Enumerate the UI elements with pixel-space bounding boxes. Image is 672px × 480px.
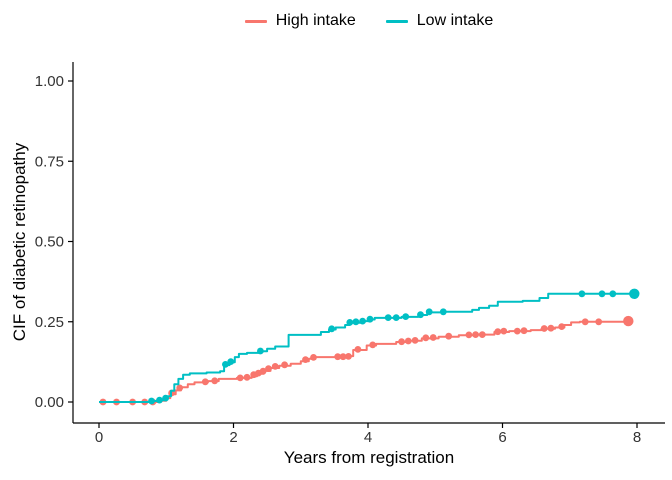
- censor-mark-low-intake: [328, 325, 336, 333]
- legend-key-line-low-intake: [385, 19, 408, 23]
- censor-mark-low-intake: [359, 317, 366, 325]
- censor-mark-low-intake: [366, 315, 374, 323]
- censor-mark-high-intake: [369, 341, 377, 349]
- y-tick-label: 0.50: [35, 234, 64, 251]
- censor-mark-high-intake: [211, 377, 219, 385]
- censor-mark-high-intake: [581, 318, 589, 326]
- censor-mark-high-intake: [310, 354, 317, 361]
- y-tick-label: 1.00: [35, 73, 64, 90]
- legend-label-low-intake: Low intake: [416, 12, 494, 29]
- censor-mark-low-intake: [439, 308, 447, 316]
- legend-key-line-high-intake: [244, 19, 267, 23]
- censor-mark-high-intake: [176, 384, 184, 392]
- censor-mark-high-intake: [500, 327, 508, 335]
- censor-mark-high-intake: [339, 353, 347, 361]
- y-tick-label: 0.00: [35, 394, 64, 411]
- censor-mark-high-intake: [478, 331, 486, 338]
- legend-item-low-intake: Low intake: [385, 12, 494, 29]
- legend-label-high-intake: High intake: [275, 12, 356, 29]
- x-tick-label: 6: [498, 429, 506, 446]
- censor-mark-low-intake: [609, 290, 617, 298]
- censor-mark-high-intake: [465, 331, 473, 339]
- censor-mark-high-intake: [445, 332, 453, 340]
- x-tick-label: 2: [229, 429, 237, 446]
- censor-mark-high-intake: [271, 363, 279, 370]
- censor-mark-high-intake: [404, 337, 412, 345]
- censor-mark-high-intake: [494, 328, 502, 336]
- censor-mark-high-intake: [201, 378, 209, 386]
- censor-mark-high-intake: [302, 356, 309, 363]
- censor-mark-high-intake: [411, 337, 419, 344]
- censor-mark-low-intake: [227, 358, 235, 365]
- censor-mark-high-intake: [558, 323, 566, 330]
- censor-mark-low-intake: [402, 313, 410, 320]
- censor-mark-high-intake: [345, 353, 352, 360]
- censor-mark-high-intake: [259, 367, 267, 375]
- censor-mark-high-intake: [595, 318, 603, 326]
- y-tick-label: 0.75: [35, 153, 64, 170]
- censor-mark-low-intake: [417, 311, 424, 319]
- x-tick-label: 8: [633, 429, 641, 446]
- censor-mark-high-intake: [422, 334, 430, 342]
- legend: High intake Low intake: [73, 10, 665, 32]
- y-tick-label: 0.25: [35, 314, 64, 331]
- censor-mark-low-intake: [148, 397, 155, 405]
- censor-mark-high-intake: [281, 361, 288, 369]
- step-curve-low-intake: [99, 292, 635, 403]
- censor-mark-low-intake: [346, 319, 354, 326]
- censor-mark-high-intake: [540, 325, 548, 332]
- end-marker-low-intake: [629, 288, 640, 299]
- censor-mark-high-intake: [243, 373, 251, 381]
- censor-mark-low-intake: [162, 394, 170, 402]
- censor-mark-low-intake: [222, 361, 229, 368]
- x-tick-label: 0: [95, 429, 103, 446]
- x-axis-title: Years from registration: [283, 448, 455, 467]
- censor-mark-high-intake: [398, 338, 405, 346]
- legend-item-high-intake: High intake: [244, 12, 356, 29]
- censor-mark-high-intake: [513, 327, 521, 335]
- end-marker-high-intake: [623, 315, 634, 327]
- censor-mark-low-intake: [257, 347, 264, 355]
- censor-mark-low-intake: [598, 290, 606, 298]
- censor-mark-high-intake: [334, 353, 342, 361]
- censor-mark-high-intake: [354, 346, 362, 353]
- censor-mark-low-intake: [384, 314, 392, 321]
- x-tick-label: 4: [364, 429, 372, 446]
- censor-mark-high-intake: [265, 365, 272, 372]
- censor-mark-low-intake: [352, 318, 360, 326]
- censor-mark-high-intake: [547, 324, 555, 332]
- censor-mark-high-intake: [429, 334, 437, 341]
- censor-mark-low-intake: [578, 290, 586, 298]
- censor-mark-low-intake: [392, 314, 400, 321]
- censor-mark-low-intake: [156, 396, 163, 404]
- censor-mark-low-intake: [425, 308, 433, 316]
- censor-mark-high-intake: [520, 327, 528, 335]
- censor-mark-high-intake: [472, 331, 479, 338]
- censor-mark-high-intake: [236, 374, 244, 382]
